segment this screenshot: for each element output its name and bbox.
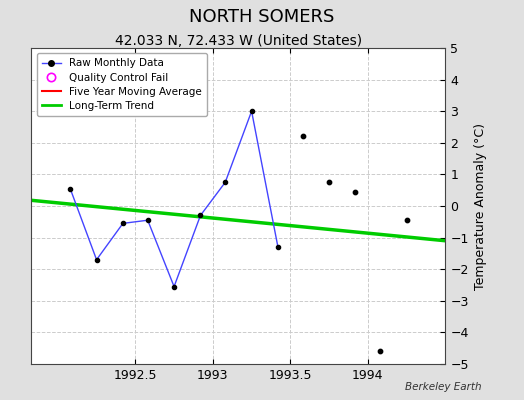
Point [402, 217, 411, 224]
Legend: Raw Monthly Data, Quality Control Fail, Five Year Moving Average, Long-Term Tren: Raw Monthly Data, Quality Control Fail, … [37, 53, 207, 116]
Point [376, 348, 385, 354]
Point [299, 133, 307, 140]
Point [325, 179, 333, 186]
Y-axis label: Temperature Anomaly (°C): Temperature Anomaly (°C) [474, 122, 487, 290]
Text: NORTH SOMERS: NORTH SOMERS [189, 8, 335, 26]
Title: 42.033 N, 72.433 W (United States): 42.033 N, 72.433 W (United States) [115, 34, 362, 48]
Text: Berkeley Earth: Berkeley Earth [406, 382, 482, 392]
Point [351, 188, 359, 195]
